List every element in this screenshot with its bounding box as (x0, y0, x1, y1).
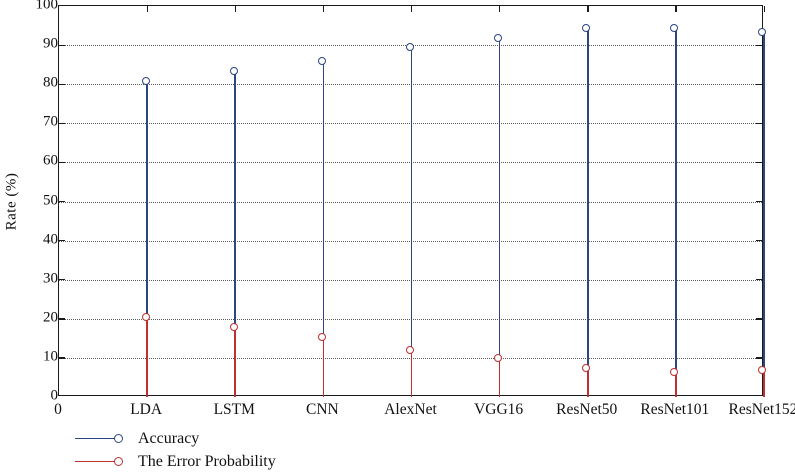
left-tick-10 (59, 357, 65, 359)
x-tick-label-origin: 0 (54, 401, 62, 418)
marker-the-error-probability-CNN (317, 332, 326, 341)
gridline-70 (59, 123, 762, 125)
marker-accuracy-LSTM (229, 66, 238, 75)
stem-the-error-probability-LSTM (234, 328, 237, 397)
legend-label-1: The Error Probability (138, 452, 276, 470)
marker-accuracy-ResNet50 (582, 23, 591, 32)
top-tick-ResNet152 (763, 6, 765, 12)
legend-circle-icon (114, 456, 123, 466)
right-tick-30 (756, 279, 762, 281)
marker-accuracy-LDA (141, 76, 150, 85)
x-tick-label-ResNet50: ResNet50 (556, 401, 618, 418)
y-tick-label-40: 40 (43, 231, 58, 248)
right-tick-40 (756, 240, 762, 242)
right-tick-90 (756, 44, 762, 46)
x-tick-label-AlexNet: AlexNet (384, 401, 437, 418)
marker-accuracy-VGG16 (494, 33, 503, 42)
left-tick-40 (59, 240, 65, 242)
marker-the-error-probability-LDA (141, 313, 150, 322)
marker-the-error-probability-AlexNet (405, 346, 414, 355)
top-tick-LDA (146, 6, 148, 12)
x-tick-label-CNN: CNN (306, 401, 339, 418)
gridline-10 (59, 357, 762, 359)
y-tick-label-60: 60 (43, 152, 58, 169)
marker-the-error-probability-ResNet50 (582, 364, 591, 373)
legend-line-icon (75, 460, 119, 462)
top-tick-LSTM (234, 6, 237, 12)
stem-the-error-probability-AlexNet (410, 352, 413, 397)
x-tick-label-VGG16: VGG16 (474, 401, 524, 418)
stem-the-error-probability-VGG16 (498, 359, 501, 397)
marker-the-error-probability-VGG16 (494, 354, 503, 363)
gridline-40 (59, 240, 762, 242)
top-tick-CNN (322, 6, 325, 12)
stem-the-error-probability-ResNet152 (763, 371, 765, 397)
gridline-80 (59, 84, 762, 86)
legend-row-0: Accuracy (75, 427, 276, 450)
gridline-30 (59, 279, 762, 281)
right-tick-70 (756, 122, 762, 125)
stem-accuracy-LDA (146, 82, 148, 397)
stem-accuracy-ResNet101 (675, 29, 677, 397)
marker-the-error-probability-LSTM (229, 322, 238, 331)
x-tick-label-ResNet152: ResNet152 (728, 401, 795, 418)
marker-accuracy-ResNet152 (758, 27, 767, 36)
left-tick-30 (59, 279, 65, 281)
legend-label-0: Accuracy (138, 429, 200, 447)
x-tick-label-ResNet101: ResNet101 (640, 401, 710, 418)
legend: Accuracy The Error Probability (75, 427, 276, 473)
y-tick-label-100: 100 (35, 0, 59, 13)
x-tick-label-LDA: LDA (130, 401, 163, 418)
y-tick-label-10: 10 (43, 348, 58, 365)
marker-the-error-probability-ResNet101 (670, 367, 679, 376)
plot-area (58, 5, 767, 397)
legend-line-icon (75, 437, 119, 439)
left-tick-70 (59, 122, 65, 125)
right-tick-10 (756, 357, 762, 359)
y-tick-label-0: 0 (50, 387, 59, 404)
y-tick-label-50: 50 (43, 192, 58, 208)
legend-circle-icon (114, 433, 123, 443)
stem-accuracy-ResNet152 (763, 33, 765, 397)
right-tick-20 (756, 318, 762, 320)
gridline-20 (59, 318, 762, 320)
marker-accuracy-AlexNet (405, 43, 414, 52)
stem-accuracy-AlexNet (410, 49, 413, 397)
x-tick-label-LSTM: LSTM (213, 401, 255, 418)
left-tick-80 (59, 83, 65, 85)
top-tick-ResNet50 (587, 6, 589, 12)
y-tick-label-90: 90 (43, 35, 58, 52)
stem-the-error-probability-ResNet50 (586, 369, 589, 397)
stem-accuracy-ResNet50 (586, 29, 589, 397)
marker-accuracy-ResNet101 (670, 23, 679, 32)
stem-accuracy-LSTM (234, 72, 237, 397)
y-tick-label-30: 30 (43, 270, 58, 287)
top-tick-AlexNet (411, 6, 413, 12)
stem-the-error-probability-CNN (322, 338, 325, 397)
stem-accuracy-CNN (322, 62, 325, 397)
legend-row-1: The Error Probability (75, 450, 276, 473)
top-tick-ResNet101 (675, 6, 677, 12)
top-tick-VGG16 (499, 6, 501, 12)
right-tick-80 (756, 83, 762, 85)
marker-accuracy-CNN (317, 57, 326, 66)
y-tick-label-70: 70 (43, 113, 58, 130)
stem-the-error-probability-ResNet101 (675, 373, 677, 397)
right-tick-50 (756, 201, 762, 203)
y-tick-label-20: 20 (43, 309, 58, 326)
legend-key-1 (75, 456, 125, 468)
left-tick-50 (59, 201, 65, 203)
legend-key-0 (75, 433, 125, 445)
right-tick-60 (756, 161, 762, 164)
stem-accuracy-VGG16 (498, 39, 501, 397)
gridline-60 (59, 162, 762, 164)
left-tick-20 (59, 318, 65, 320)
gridline-50 (59, 201, 762, 203)
left-tick-90 (59, 44, 65, 46)
left-tick-60 (59, 161, 65, 164)
y-tick-label-80: 80 (43, 74, 58, 91)
marker-the-error-probability-ResNet152 (758, 365, 767, 374)
stem-the-error-probability-LDA (146, 318, 148, 397)
